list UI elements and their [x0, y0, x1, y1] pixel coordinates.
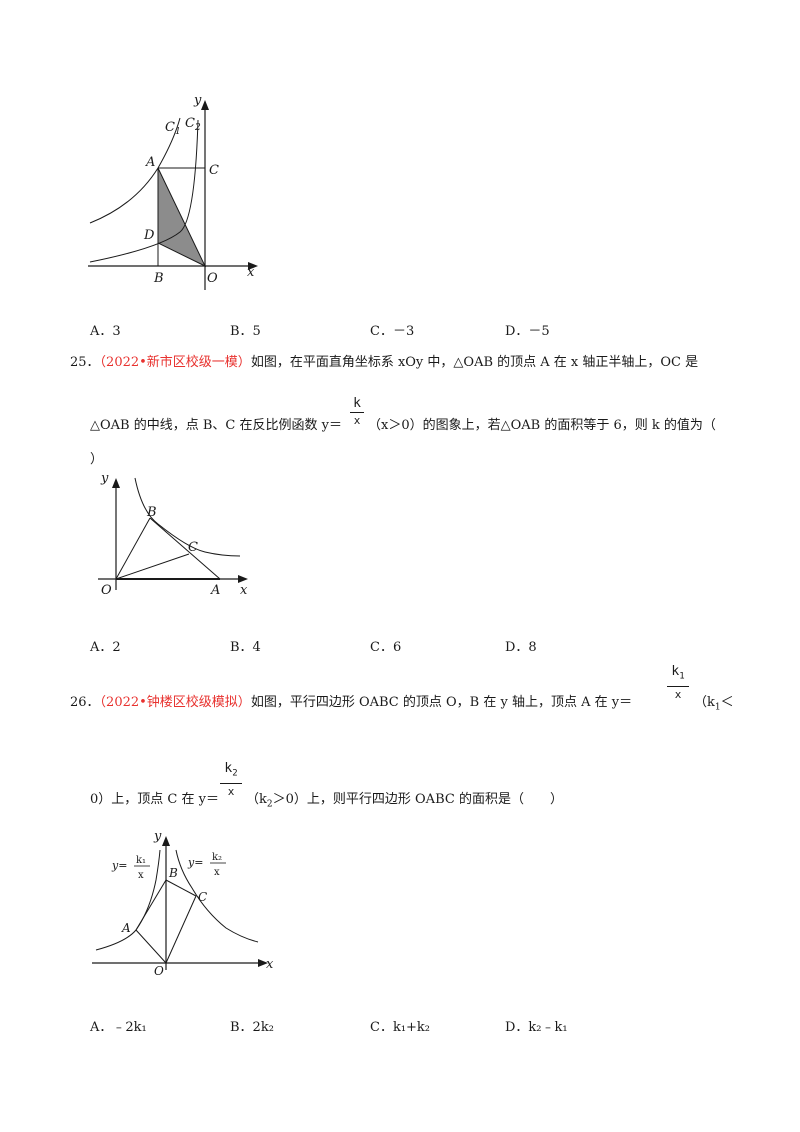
q26-option-d: D．k₂﹣k₁ [505, 1020, 568, 1035]
q26-fraction2: k2 x [220, 761, 242, 798]
segment-co [165, 895, 197, 964]
shaded-triangle [157, 167, 207, 268]
curve-inverse [134, 477, 241, 557]
label-b: B [153, 271, 164, 286]
label-o: O [154, 964, 164, 977]
q25-text1: 如图，在平面直角坐标系 xOy 中，△OAB 的顶点 A 在 x 轴正半轴上，O… [250, 355, 699, 370]
label-a: A [121, 921, 131, 935]
q25-option-b: B．4 [230, 640, 261, 655]
q25-number: 25． [70, 355, 100, 370]
q26-line2a: 0）上，顶点 C 在 y＝ [90, 792, 219, 807]
q26-frac1-num: k1 [671, 664, 685, 682]
q24-option-a: A．3 [90, 324, 121, 339]
label-x: x [240, 583, 248, 598]
y-axis-arrow [162, 836, 170, 846]
curve-c1 [89, 117, 181, 224]
curve-k1 [95, 849, 161, 951]
label-x: x [266, 957, 274, 972]
q26-line1b: （k1＜ [694, 695, 734, 713]
q26-option-b: B．2k₂ [230, 1020, 274, 1035]
segment-ob [115, 517, 151, 580]
q26-option-c: C．k₁+k₂ [370, 1020, 431, 1035]
label-y: y [153, 829, 162, 844]
figure-q25: y x B C O A [98, 471, 248, 598]
curve-c2 [89, 119, 199, 263]
label-c: C [198, 890, 207, 904]
x-axis-arrow [238, 575, 248, 583]
y-axis-arrow [201, 100, 209, 110]
eq-left-y: y= [111, 859, 127, 872]
q25-option-a: A．2 [90, 640, 121, 655]
label-b: B [168, 866, 178, 880]
q25-option-d: D．8 [505, 640, 537, 655]
q26-frac2-num: k2 [224, 761, 238, 779]
q26-frac1-den: x [674, 687, 682, 701]
curve-k2 [175, 849, 259, 943]
figure-q26: y x B A C O y= k₁ x y= k₂ x [92, 829, 274, 977]
label-d: D [143, 228, 155, 243]
label-o: O [207, 271, 218, 286]
q24-option-c: C．－3 [370, 324, 415, 339]
label-c: C [209, 163, 219, 178]
label-o: O [101, 583, 112, 598]
label-a: A [145, 155, 155, 170]
q25-line2b: （x＞0）的图象上，若△OAB 的面积等于 6，则 k 的值为（ [368, 418, 716, 433]
q25-line1: 25．（2022•新市区校级一模）如图，在平面直角坐标系 xOy 中，△OAB … [70, 351, 698, 370]
label-c2: C2 [185, 116, 201, 133]
segment-oa [135, 929, 167, 964]
label-y: y [100, 471, 109, 486]
q25-frac-den: x [353, 414, 361, 427]
x-axis-arrow [248, 262, 258, 270]
eq-right-num: k₂ [212, 852, 222, 863]
label-b: B [146, 505, 157, 520]
segment-oc [115, 553, 190, 580]
x-axis-arrow [258, 959, 268, 967]
q24-option-d: D．－5 [505, 324, 550, 339]
label-c1: C1 [165, 120, 181, 137]
q25-source: （2022•新市区校级一模） [99, 355, 251, 370]
label-c: C [188, 540, 198, 555]
q25-fraction: k x [350, 396, 364, 427]
q25-line2a: △OAB 的中线，点 B、C 在反比例函数 y＝ [90, 418, 342, 433]
q26-text1a: 如图，平行四边形 OABC 的顶点 O，B 在 y 轴上，顶点 A 在 y＝ [250, 695, 633, 710]
segment-ab [135, 879, 167, 931]
eq-left-den: x [138, 870, 144, 881]
q26-line2b: （k2＞0）上，则平行四边形 OABC 的面积是（ ） [246, 792, 563, 810]
q26-frac2-den: x [227, 784, 235, 798]
q24-option-b: B．5 [230, 324, 261, 339]
label-a: A [210, 583, 220, 598]
q26-line1a: 26．（2022•钟楼区校级模拟）如图，平行四边形 OABC 的顶点 O，B 在… [70, 691, 632, 710]
segment-bc [165, 879, 197, 897]
q25-line3: ） [90, 452, 104, 467]
eq-left-num: k₁ [136, 855, 146, 866]
q26-option-a: A．﹣2k₁ [90, 1020, 147, 1035]
label-x: x [247, 265, 255, 280]
label-y: y [193, 93, 202, 108]
q26-number: 26． [70, 695, 100, 710]
q26-fraction1: k1 x [667, 664, 689, 701]
q25-option-c: C．6 [370, 640, 402, 655]
figure-q24: y x C1 C2 A C D B O [88, 93, 258, 290]
segment-ba [149, 517, 221, 580]
q25-frac-num: k [353, 396, 361, 411]
eq-right-den: x [214, 867, 220, 878]
y-axis-arrow [112, 478, 120, 488]
q26-source: （2022•钟楼区校级模拟） [99, 695, 251, 710]
eq-right-y: y= [187, 856, 203, 869]
